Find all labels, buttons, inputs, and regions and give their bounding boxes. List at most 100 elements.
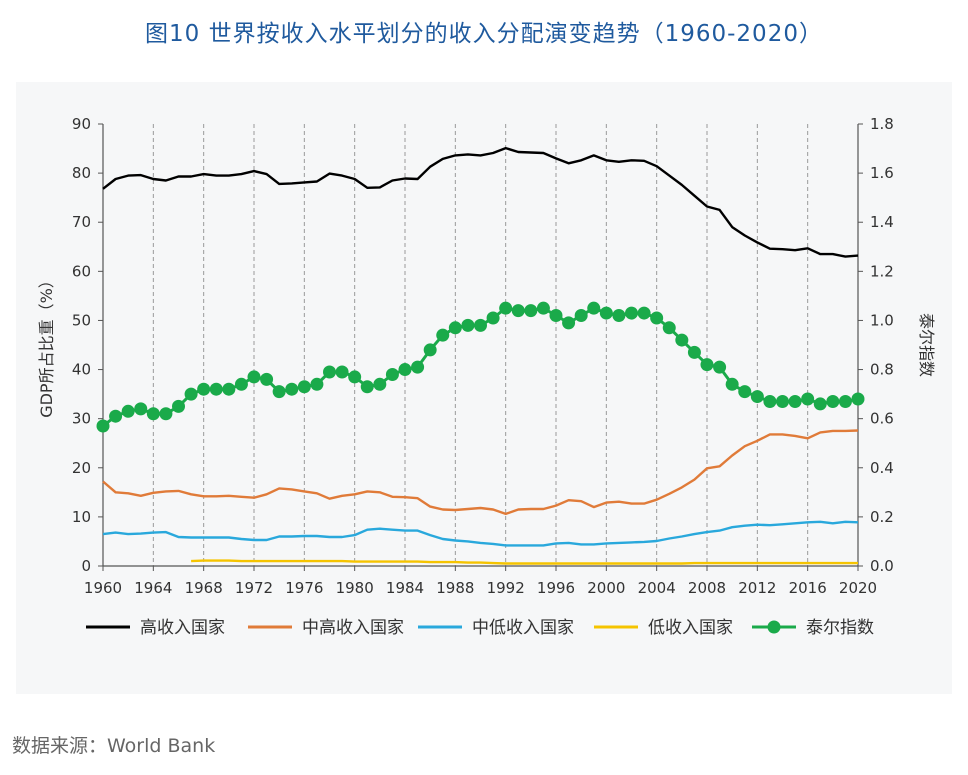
y-tick-label: 80: [72, 164, 91, 182]
x-tick-label: 1960: [84, 579, 122, 597]
series-point: [801, 392, 815, 406]
series-line-3: [191, 559, 858, 565]
series-point: [96, 419, 110, 433]
series-point: [788, 394, 802, 408]
series-point: [448, 321, 462, 335]
series-point: [562, 316, 576, 330]
x-tick-label: 2004: [638, 579, 676, 597]
series-point: [323, 365, 336, 379]
series-point: [146, 407, 160, 421]
series-point: [637, 306, 651, 320]
source-note: 数据来源：World Bank: [12, 735, 216, 757]
y2-tick-label: 0.2: [870, 508, 894, 526]
series-point: [675, 333, 689, 347]
series-point: [587, 301, 601, 315]
series-point: [474, 318, 487, 332]
series-point: [700, 358, 714, 372]
x-tick-label: 2016: [789, 579, 827, 597]
series-point: [247, 370, 261, 384]
series-point: [360, 380, 374, 394]
y-tick-label: 90: [72, 115, 91, 133]
series-point: [574, 309, 588, 323]
series-point: [159, 407, 173, 421]
series-point: [398, 363, 412, 377]
series-point: [172, 399, 185, 413]
legend-marker: [767, 620, 781, 634]
series-point: [763, 394, 777, 408]
series-layer: [96, 146, 865, 565]
series-point: [272, 385, 286, 399]
series-point: [285, 382, 299, 396]
series-point: [335, 365, 349, 379]
series-point: [310, 377, 324, 391]
x-tick-label: 1964: [134, 579, 172, 597]
series-point: [662, 321, 676, 335]
series-point: [499, 301, 513, 315]
x-tick-label: 1988: [436, 579, 474, 597]
series-point: [625, 306, 638, 320]
series-point: [750, 390, 764, 404]
series-point: [813, 397, 827, 411]
y-tick-label: 10: [72, 508, 91, 526]
y2-axis-title: 泰尔指数: [917, 313, 936, 377]
series-point: [486, 311, 500, 325]
series-point: [109, 409, 123, 423]
series-point: [411, 360, 425, 374]
series-point: [436, 328, 450, 342]
x-tick-label: 1968: [185, 579, 223, 597]
series-point: [234, 377, 248, 391]
y-tick-label: 0: [81, 557, 91, 575]
series-point: [650, 311, 664, 325]
y-tick-label: 70: [72, 213, 91, 231]
series-point: [738, 385, 752, 399]
series-line-0: [102, 146, 859, 258]
series-point: [549, 309, 563, 323]
y2-tick-label: 1.8: [870, 115, 894, 133]
y2-tick-label: 1.0: [870, 311, 894, 329]
y2-tick-label: 0.6: [870, 410, 894, 428]
legend-label-4: 泰尔指数: [806, 618, 874, 638]
x-tick-label: 2000: [587, 579, 625, 597]
x-tick-label: 2020: [839, 579, 877, 597]
series-point: [687, 345, 701, 359]
series-point: [536, 301, 550, 315]
series-point: [511, 304, 525, 318]
chart-title: 图10 世界按收入水平划分的收入分配演变趋势（1960-2020）: [145, 21, 823, 47]
series-point: [461, 318, 475, 332]
y-tick-label: 20: [72, 459, 91, 477]
series-point: [184, 387, 198, 401]
series-point: [612, 309, 626, 323]
series-point: [260, 372, 274, 386]
y2-tick-label: 0.0: [870, 557, 894, 575]
y-tick-label: 40: [72, 361, 91, 379]
y2-tick-label: 1.4: [870, 213, 894, 231]
y2-tick-label: 0.4: [870, 459, 894, 477]
y-tick-label: 50: [72, 311, 91, 329]
x-tick-label: 1992: [487, 579, 525, 597]
x-tick-label: 2012: [738, 579, 776, 597]
series-point: [209, 382, 223, 396]
series-point: [385, 367, 399, 381]
series-point: [725, 377, 739, 391]
x-tick-label: 1996: [537, 579, 575, 597]
series-point: [373, 377, 387, 391]
series-point: [524, 304, 538, 318]
series-point: [348, 370, 362, 384]
series-point: [197, 382, 211, 396]
series-point: [134, 402, 148, 416]
x-tick-label: 1972: [235, 579, 273, 597]
y-tick-label: 30: [72, 410, 91, 428]
legend: 高收入国家 中高收入国家 中低收入国家 低收入国家 泰尔指数: [86, 618, 874, 638]
series-point: [838, 394, 852, 408]
legend-label-1: 中高收入国家: [302, 618, 404, 638]
y2-tick-label: 0.8: [870, 361, 894, 379]
legend-label-0: 高收入国家: [140, 618, 225, 638]
y-tick-label: 60: [72, 262, 91, 280]
x-tick-label: 1976: [285, 579, 323, 597]
series-point: [851, 392, 865, 406]
y2-tick-label: 1.6: [870, 164, 894, 182]
series-point: [599, 306, 613, 320]
series-point: [222, 382, 236, 396]
series-point: [826, 394, 840, 408]
